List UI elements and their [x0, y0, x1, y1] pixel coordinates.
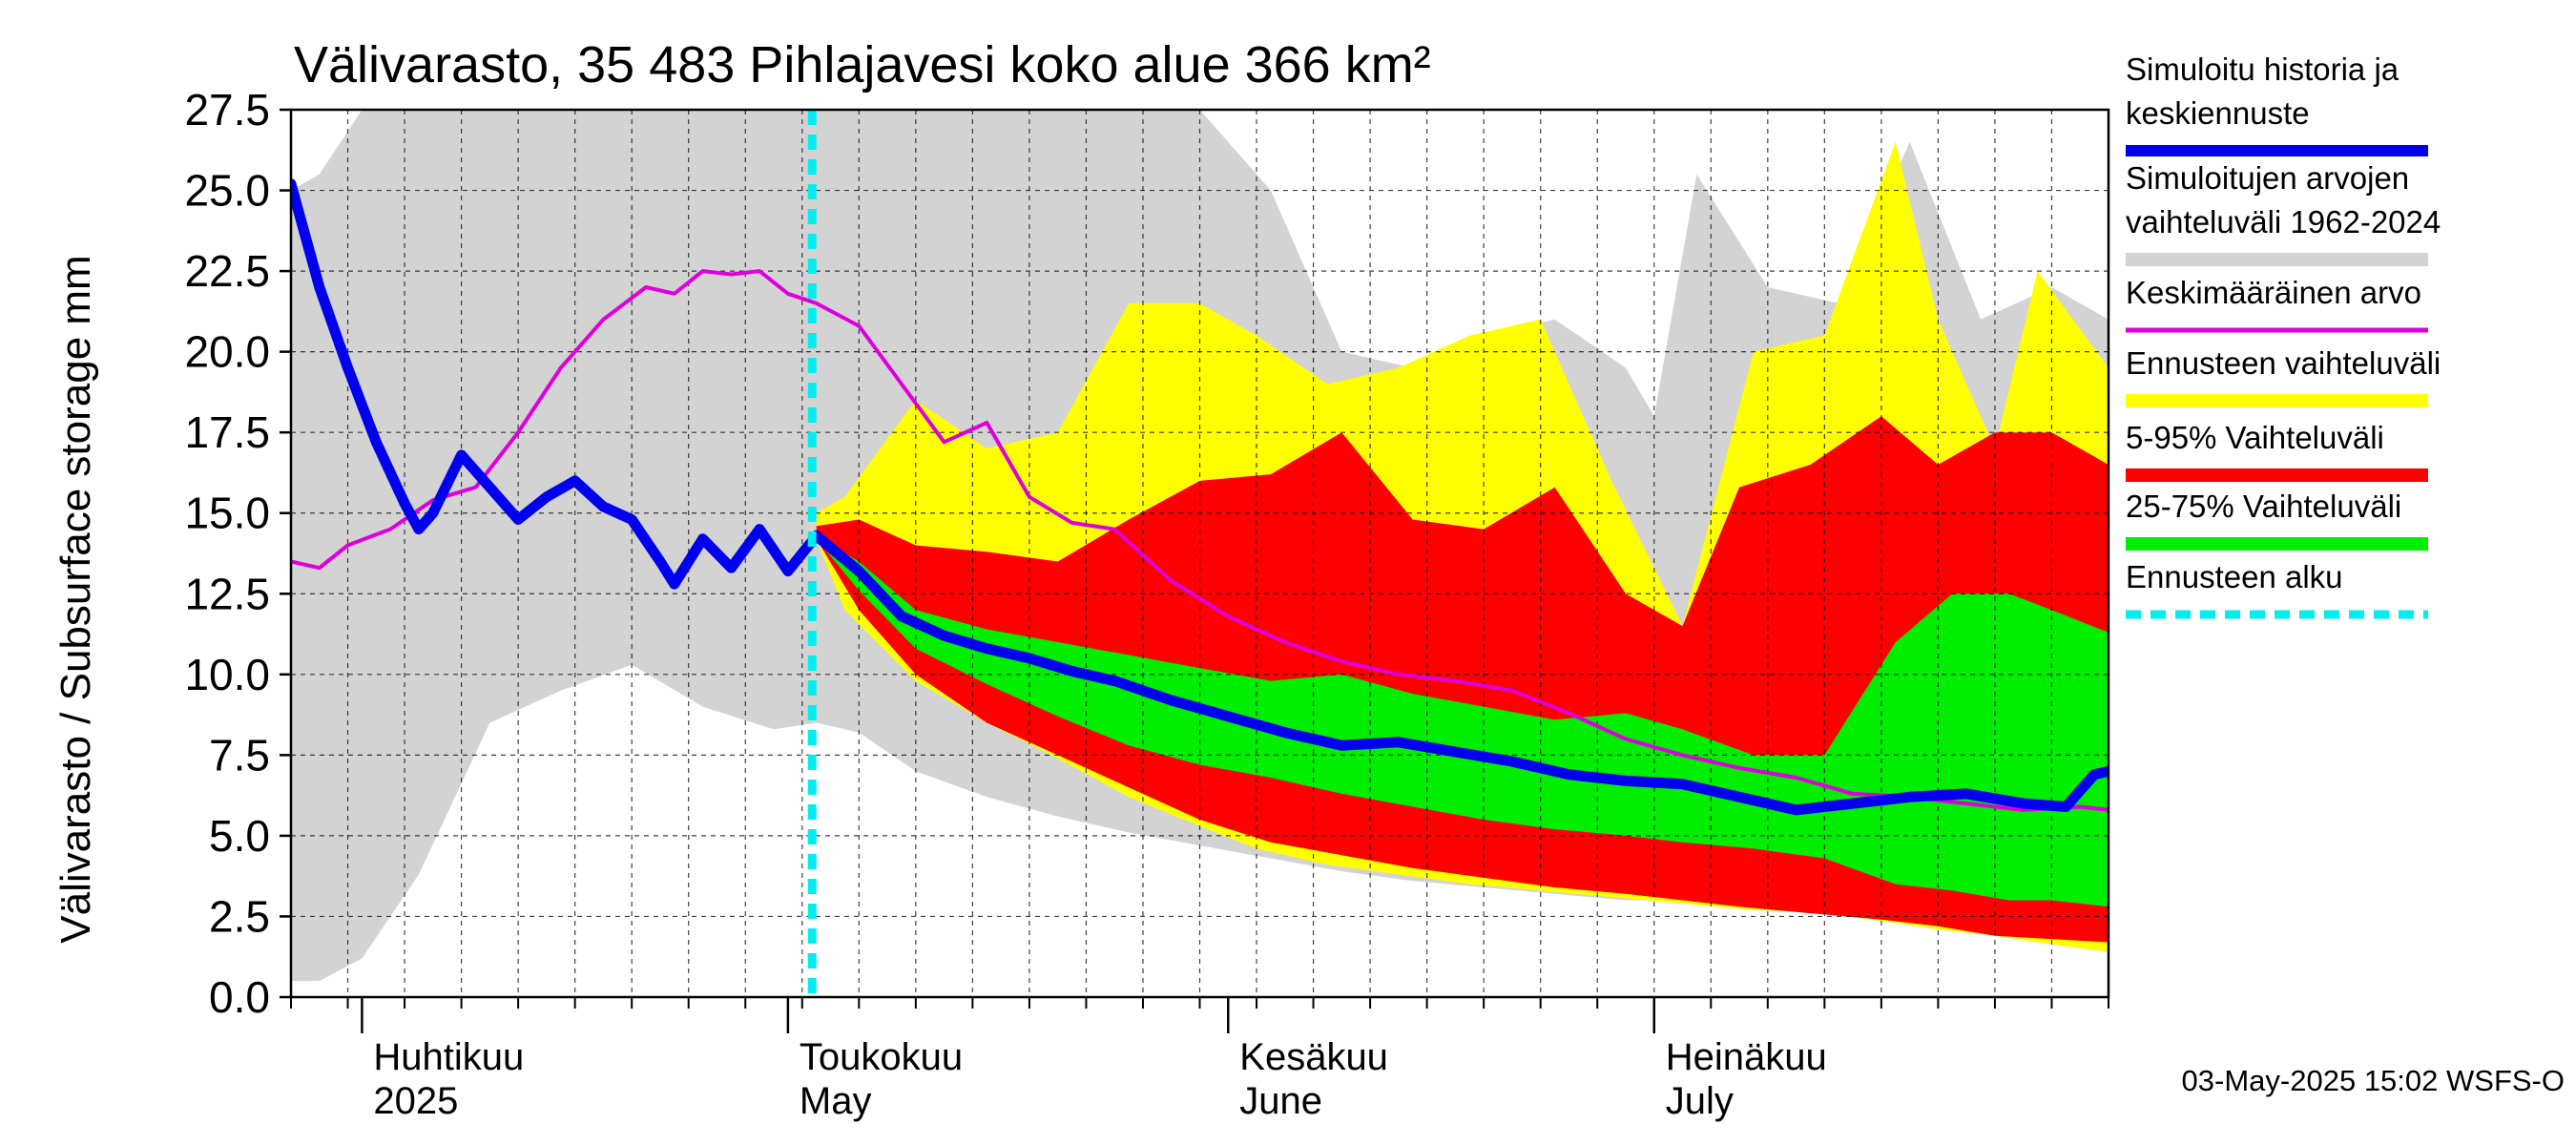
y-tick-label: 22.5: [184, 246, 270, 296]
month-sublabel: May: [800, 1080, 872, 1122]
legend-label: Ennusteen alku: [2126, 559, 2343, 594]
legend-label: keskiennuste: [2126, 95, 2310, 131]
month-label: Toukokuu: [800, 1036, 963, 1078]
legend: Simuloitu historia ja keskiennuste Simuloi…: [2126, 52, 2441, 619]
y-tick-label: 15.0: [184, 489, 270, 538]
simulated-history-line: [291, 178, 2109, 816]
mean-line: [290, 269, 2109, 812]
y-tick-label: 25.0: [184, 166, 270, 216]
timestamp: 03-May-2025 15:02 WSFS-O: [2182, 1064, 2565, 1097]
legend-label: Ennusteen vaihteluväli: [2126, 345, 2441, 381]
month-sublabel: July: [1666, 1080, 1734, 1122]
y-tick-label: 17.5: [184, 407, 270, 457]
p25-75-range-area: [816, 535, 2109, 907]
axes: [289, 108, 2110, 1009]
y-axis-label: Välivarasto / Subsurface storage mm: [52, 255, 99, 943]
month-label: Huhtikuu: [373, 1036, 524, 1078]
chart-title: Välivarasto, 35 483 Pihlajavesi koko alu…: [294, 36, 1431, 94]
month-sublabel: June: [1239, 1080, 1322, 1122]
legend-label: 5-95% Vaihteluväli: [2126, 420, 2384, 455]
y-tick-label: 20.0: [184, 327, 270, 377]
legend-label: Simuloitujen arvojen: [2126, 160, 2409, 196]
y-tick-label: 5.0: [209, 811, 270, 861]
legend-label: Simuloitu historia ja: [2126, 52, 2399, 87]
p25-75-band: [816, 535, 2109, 907]
month-label: Kesäkuu: [1239, 1036, 1388, 1078]
y-ticks: 0.0 2.5 5.0 7.5 10.0 12.5 15.0 17.5 20.0 22.5 25.0…: [184, 85, 291, 1022]
y-tick-label: 0.0: [209, 972, 270, 1022]
y-tick-label: 12.5: [184, 569, 270, 618]
mean-series-line: [290, 269, 2109, 812]
legend-label: vaihteluväli 1962-2024: [2126, 204, 2441, 239]
month-sublabel: 2025: [373, 1080, 458, 1122]
y-tick-label: 7.5: [209, 730, 270, 780]
legend-label: 25-75% Vaihteluväli: [2126, 489, 2401, 524]
legend-label: Keskimääräinen arvo: [2126, 275, 2421, 310]
simulated-history-series-line: [291, 178, 2109, 816]
y-tick-label: 10.0: [184, 650, 270, 699]
month-label: Heinäkuu: [1666, 1036, 1827, 1078]
y-tick-label: 2.5: [209, 891, 270, 941]
y-tick-label: 27.5: [184, 85, 270, 135]
